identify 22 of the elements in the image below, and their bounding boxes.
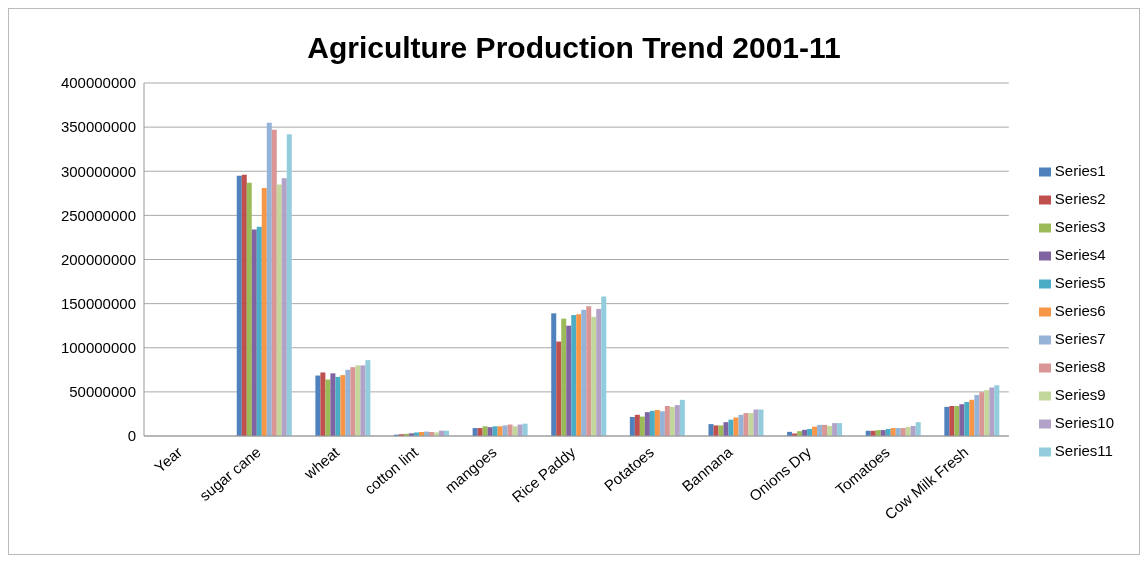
legend-label: Series10	[1054, 414, 1114, 431]
legend-label: Series2	[1054, 190, 1106, 207]
y-tick-label: 350000000	[60, 118, 136, 136]
y-tick-label: 100000000	[60, 339, 136, 357]
y-tick-label: 150000000	[60, 294, 136, 312]
y-tick-label: 300000000	[60, 162, 136, 180]
chart-title: Agriculture Production Trend 2001-11	[306, 31, 842, 66]
y-tick-label: 250000000	[60, 206, 136, 224]
legend-label: Series5	[1054, 274, 1106, 291]
legend-label: Series6	[1054, 302, 1106, 319]
legend-label: Series9	[1054, 386, 1106, 403]
legend-label: Series8	[1054, 358, 1106, 375]
legend-label: Series4	[1054, 246, 1106, 263]
y-tick-label: 400000000	[60, 74, 136, 92]
y-tick-label: 50000000	[69, 383, 136, 401]
legend-label: Series11	[1054, 442, 1113, 459]
legend-label: Series1	[1054, 162, 1106, 179]
y-tick-label: 0	[127, 427, 136, 445]
x-tick-label: Year	[151, 443, 186, 476]
legend-label: Series3	[1054, 218, 1106, 235]
y-tick-label: 200000000	[60, 250, 136, 268]
legend-label: Series7	[1054, 330, 1106, 347]
